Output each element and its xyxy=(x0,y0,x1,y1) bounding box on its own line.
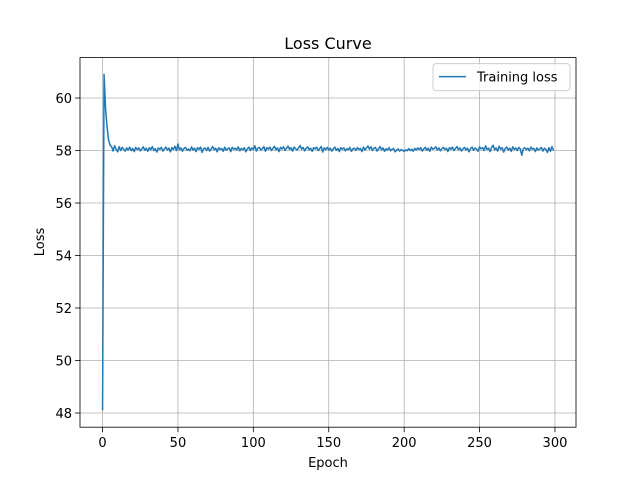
x-axis-label: Epoch xyxy=(308,456,348,471)
y-tick-label: 56 xyxy=(55,197,72,212)
legend-label: Training loss xyxy=(476,71,558,86)
axes-frame xyxy=(79,57,577,428)
x-tick-label: 200 xyxy=(392,436,417,451)
y-axis-label: Loss xyxy=(33,228,48,257)
y-tick-label: 50 xyxy=(55,355,72,370)
y-tick-label: 52 xyxy=(55,302,72,317)
legend-box xyxy=(432,63,571,92)
x-tick-label: 300 xyxy=(543,436,568,451)
chart-title: Loss Curve xyxy=(284,34,371,53)
y-tick-label: 60 xyxy=(55,92,72,107)
y-tick-label: 48 xyxy=(55,407,72,422)
line xyxy=(101,73,555,411)
x-tick-label: 0 xyxy=(98,436,106,451)
x-tick-label: 50 xyxy=(170,436,187,451)
x-tick-label: 250 xyxy=(467,436,492,451)
y-tick-label: 58 xyxy=(55,145,72,160)
y-tick-label: 54 xyxy=(55,250,72,265)
x-tick-label: 100 xyxy=(241,436,266,451)
x-tick-label: 150 xyxy=(316,436,341,451)
